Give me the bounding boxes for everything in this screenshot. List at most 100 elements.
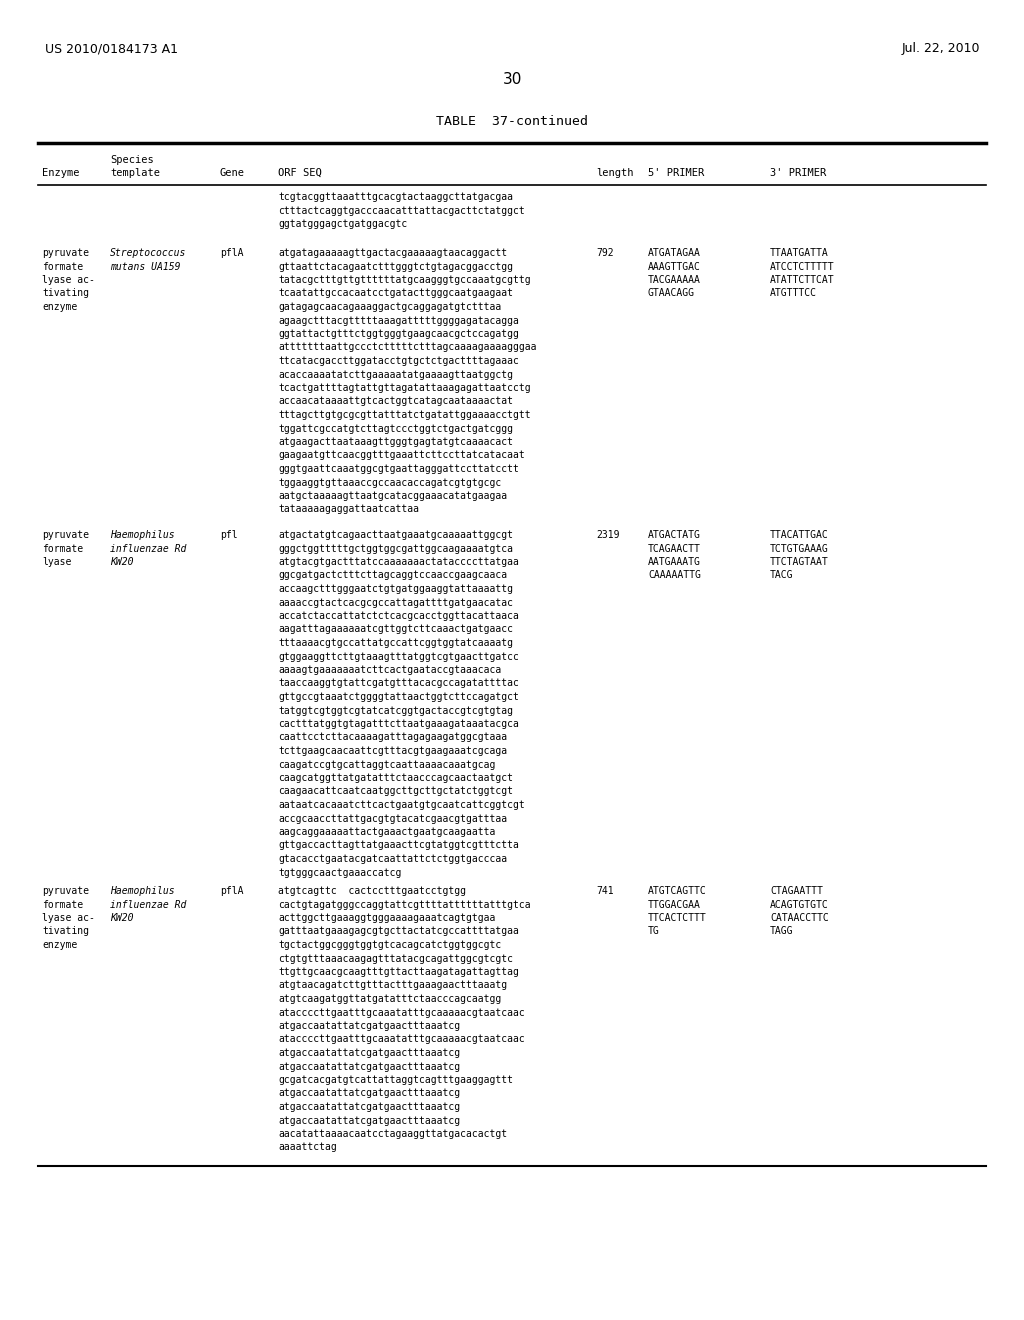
Text: AAAGTTGAC: AAAGTTGAC (648, 261, 700, 272)
Text: ataccccttgaatttgcaaatatttgcaaaaacgtaatcaac: ataccccttgaatttgcaaatatttgcaaaaacgtaatca… (278, 1035, 524, 1044)
Text: cactttatggtgtagatttcttaatgaaagataaatacgca: cactttatggtgtagatttcttaatgaaagataaatacgc… (278, 719, 519, 729)
Text: tcgtacggttaaatttgcacgtactaaggcttatgacgaa: tcgtacggttaaatttgcacgtactaaggcttatgacgaa (278, 191, 513, 202)
Text: gttaattctacagaatctttgggtctgtagacggacctgg: gttaattctacagaatctttgggtctgtagacggacctgg (278, 261, 513, 272)
Text: atgtaacagatcttgtttactttgaaagaactttaaatg: atgtaacagatcttgtttactttgaaagaactttaaatg (278, 981, 507, 990)
Text: ttcatacgaccttggatacctgtgctctgacttttagaaac: ttcatacgaccttggatacctgtgctctgacttttagaaa… (278, 356, 519, 366)
Text: ATGTTTCC: ATGTTTCC (770, 289, 817, 298)
Text: mutans UA159: mutans UA159 (110, 261, 180, 272)
Text: TABLE  37-continued: TABLE 37-continued (436, 115, 588, 128)
Text: lyase ac-: lyase ac- (42, 275, 95, 285)
Text: 741: 741 (596, 886, 613, 896)
Text: gttgccgtaaatctggggtattaactggtcttccagatgct: gttgccgtaaatctggggtattaactggtcttccagatgc… (278, 692, 519, 702)
Text: pfl: pfl (220, 531, 238, 540)
Text: tcaatattgccacaatcctgatacttgggcaatgaagaat: tcaatattgccacaatcctgatacttgggcaatgaagaat (278, 289, 513, 298)
Text: enzyme: enzyme (42, 302, 77, 312)
Text: tatacgctttgttgttttttatgcaagggtgccaaatgcgttg: tatacgctttgttgttttttatgcaagggtgccaaatgcg… (278, 275, 530, 285)
Text: tivating: tivating (42, 927, 89, 936)
Text: ORF SEQ: ORF SEQ (278, 168, 322, 178)
Text: gatttaatgaaagagcgtgcttactatcgccattttatgaa: gatttaatgaaagagcgtgcttactatcgccattttatga… (278, 927, 519, 936)
Text: aagatttagaaaaaatcgttggtcttcaaactgatgaacc: aagatttagaaaaaatcgttggtcttcaaactgatgaacc (278, 624, 513, 635)
Text: 792: 792 (596, 248, 613, 257)
Text: atgtcaagatggttatgatatttctaacccagcaatgg: atgtcaagatggttatgatatttctaacccagcaatgg (278, 994, 502, 1005)
Text: ATGATAGAA: ATGATAGAA (648, 248, 700, 257)
Text: gggtgaattcaaatggcgtgaattagggattccttatcctt: gggtgaattcaaatggcgtgaattagggattccttatcct… (278, 465, 519, 474)
Text: atgaccaatattatcgatgaactttaaatcg: atgaccaatattatcgatgaactttaaatcg (278, 1048, 460, 1059)
Text: TTGGACGAA: TTGGACGAA (648, 899, 700, 909)
Text: tggattcgccatgtcttagtccctggtctgactgatcggg: tggattcgccatgtcttagtccctggtctgactgatcggg (278, 424, 513, 433)
Text: ctgtgtttaaacaagagtttatacgcagattggcgtcgtc: ctgtgtttaaacaagagtttatacgcagattggcgtcgtc (278, 953, 513, 964)
Text: formate: formate (42, 544, 83, 553)
Text: gatagagcaacagaaaggactgcaggagatgtctttaa: gatagagcaacagaaaggactgcaggagatgtctttaa (278, 302, 502, 312)
Text: ATATTCTTCAT: ATATTCTTCAT (770, 275, 835, 285)
Text: pyruvate: pyruvate (42, 886, 89, 896)
Text: caagcatggttatgatatttctaacccagcaactaatgct: caagcatggttatgatatttctaacccagcaactaatgct (278, 774, 513, 783)
Text: atgactatgtcagaacttaatgaaatgcaaaaattggcgt: atgactatgtcagaacttaatgaaatgcaaaaattggcgt (278, 531, 513, 540)
Text: accatctaccattatctctcacgcacctggttacattaaca: accatctaccattatctctcacgcacctggttacattaac… (278, 611, 519, 620)
Text: KW20: KW20 (110, 557, 133, 568)
Text: ggtatgggagctgatggacgtc: ggtatgggagctgatggacgtc (278, 219, 408, 228)
Text: caattcctcttacaaaagatttagagaagatggcgtaaa: caattcctcttacaaaagatttagagaagatggcgtaaa (278, 733, 507, 742)
Text: gtacacctgaatacgatcaattattctctggtgacccaa: gtacacctgaatacgatcaattattctctggtgacccaa (278, 854, 507, 865)
Text: atgtacgtgactttatccaaaaaaactataccccttatgaa: atgtacgtgactttatccaaaaaaactataccccttatga… (278, 557, 519, 568)
Text: TTACATTGAC: TTACATTGAC (770, 531, 828, 540)
Text: Enzyme: Enzyme (42, 168, 80, 178)
Text: agaagctttacgtttttaaagatttttggggagatacagga: agaagctttacgtttttaaagatttttggggagatacagg… (278, 315, 519, 326)
Text: atgaccaatattatcgatgaactttaaatcg: atgaccaatattatcgatgaactttaaatcg (278, 1061, 460, 1072)
Text: Gene: Gene (220, 168, 245, 178)
Text: atgaccaatattatcgatgaactttaaatcg: atgaccaatattatcgatgaactttaaatcg (278, 1089, 460, 1098)
Text: aaaattctag: aaaattctag (278, 1143, 337, 1152)
Text: CTAGAATTT: CTAGAATTT (770, 886, 823, 896)
Text: 3' PRIMER: 3' PRIMER (770, 168, 826, 178)
Text: atgaccaatattatcgatgaactttaaatcg: atgaccaatattatcgatgaactttaaatcg (278, 1115, 460, 1126)
Text: tttagcttgtgcgcgttatttatctgatattggaaaacctgtt: tttagcttgtgcgcgttatttatctgatattggaaaacct… (278, 411, 530, 420)
Text: TG: TG (648, 927, 659, 936)
Text: TCAGAACTT: TCAGAACTT (648, 544, 700, 553)
Text: tgtgggcaactgaaaccatcg: tgtgggcaactgaaaccatcg (278, 867, 401, 878)
Text: pyruvate: pyruvate (42, 531, 89, 540)
Text: aatgctaaaaagttaatgcatacggaaacatatgaagaa: aatgctaaaaagttaatgcatacggaaacatatgaagaa (278, 491, 507, 502)
Text: ATGTCAGTTC: ATGTCAGTTC (648, 886, 707, 896)
Text: KW20: KW20 (110, 913, 133, 923)
Text: Streptococcus: Streptococcus (110, 248, 186, 257)
Text: atgtcagttc  cactcctttgaatcctgtgg: atgtcagttc cactcctttgaatcctgtgg (278, 886, 466, 896)
Text: aaaagtgaaaaaaatcttcactgaataccgtaaacaca: aaaagtgaaaaaaatcttcactgaataccgtaaacaca (278, 665, 502, 675)
Text: tgctactggcgggtggtgtcacagcatctggtggcgtc: tgctactggcgggtggtgtcacagcatctggtggcgtc (278, 940, 502, 950)
Text: ATCCTCTTTTT: ATCCTCTTTTT (770, 261, 835, 272)
Text: 5' PRIMER: 5' PRIMER (648, 168, 705, 178)
Text: 2319: 2319 (596, 531, 620, 540)
Text: GTAACAGG: GTAACAGG (648, 289, 695, 298)
Text: gttgaccacttagttatgaaacttcgtatggtcgtttctta: gttgaccacttagttatgaaacttcgtatggtcgtttctt… (278, 841, 519, 850)
Text: ctttactcaggtgacccaacatttattacgacttctatggct: ctttactcaggtgacccaacatttattacgacttctatgg… (278, 206, 524, 215)
Text: TAGG: TAGG (770, 927, 794, 936)
Text: aataatcacaaatcttcactgaatgtgcaatcattcggtcgt: aataatcacaaatcttcactgaatgtgcaatcattcggtc… (278, 800, 524, 810)
Text: influenzae Rd: influenzae Rd (110, 899, 186, 909)
Text: tttaaaacgtgccattatgccattcggtggtatcaaaatg: tttaaaacgtgccattatgccattcggtggtatcaaaatg (278, 638, 513, 648)
Text: formate: formate (42, 899, 83, 909)
Text: tatggtcgtggtcgtatcatcggtgactaccgtcgtgtag: tatggtcgtggtcgtatcatcggtgactaccgtcgtgtag (278, 705, 513, 715)
Text: TACG: TACG (770, 570, 794, 581)
Text: acttggcttgaaaggtgggaaaagaaatcagtgtgaa: acttggcttgaaaggtgggaaaagaaatcagtgtgaa (278, 913, 496, 923)
Text: Species: Species (110, 154, 154, 165)
Text: influenzae Rd: influenzae Rd (110, 544, 186, 553)
Text: TACGAAAAA: TACGAAAAA (648, 275, 700, 285)
Text: tataaaaagaggattaatcattaa: tataaaaagaggattaatcattaa (278, 504, 419, 515)
Text: acaccaaaatatcttgaaaaatatgaaaagttaatggctg: acaccaaaatatcttgaaaaatatgaaaagttaatggctg (278, 370, 513, 380)
Text: template: template (110, 168, 160, 178)
Text: accaacataaaattgtcactggtcatagcaataaaactat: accaacataaaattgtcactggtcatagcaataaaactat (278, 396, 513, 407)
Text: Haemophilus: Haemophilus (110, 531, 175, 540)
Text: ataccccttgaatttgcaaatatttgcaaaaacgtaatcaac: ataccccttgaatttgcaaatatttgcaaaaacgtaatca… (278, 1007, 524, 1018)
Text: formate: formate (42, 261, 83, 272)
Text: accgcaaccttattgacgtgtacatcgaacgtgatttaa: accgcaaccttattgacgtgtacatcgaacgtgatttaa (278, 813, 507, 824)
Text: Haemophilus: Haemophilus (110, 886, 175, 896)
Text: tivating: tivating (42, 289, 89, 298)
Text: ttgttgcaacgcaagtttgttacttaagatagattagttag: ttgttgcaacgcaagtttgttacttaagatagattagtta… (278, 968, 519, 977)
Text: Jul. 22, 2010: Jul. 22, 2010 (901, 42, 980, 55)
Text: tcttgaagcaacaattcgtttacgtgaagaaatcgcaga: tcttgaagcaacaattcgtttacgtgaagaaatcgcaga (278, 746, 507, 756)
Text: ggtattactgtttctggtgggtgaagcaacgctccagatgg: ggtattactgtttctggtgggtgaagcaacgctccagatg… (278, 329, 519, 339)
Text: gaagaatgttcaacggtttgaaattcttccttatcatacaat: gaagaatgttcaacggtttgaaattcttccttatcataca… (278, 450, 524, 461)
Text: enzyme: enzyme (42, 940, 77, 950)
Text: CATAACCTTC: CATAACCTTC (770, 913, 828, 923)
Text: TTCACTCTTT: TTCACTCTTT (648, 913, 707, 923)
Text: pflA: pflA (220, 886, 244, 896)
Text: accaagctttgggaatctgtgatggaaggtattaaaattg: accaagctttgggaatctgtgatggaaggtattaaaattg (278, 583, 513, 594)
